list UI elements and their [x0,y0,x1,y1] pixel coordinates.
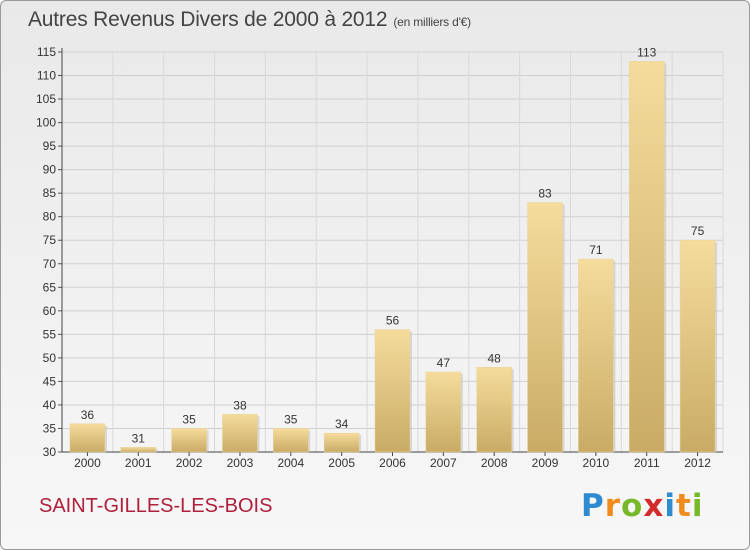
x-tick-label: 2006 [379,456,406,470]
bar [476,367,512,453]
bar-value-label: 75 [691,224,705,238]
bar [273,428,309,453]
proxiti-logo: Proxiti [581,488,703,524]
bar-value-label: 47 [437,356,451,370]
bar-value-label: 71 [589,243,603,257]
x-tick-label: 2011 [634,456,660,470]
bar [171,428,207,453]
logo-letter: t [675,488,692,524]
y-tick-label: 90 [43,163,57,177]
y-tick-label: 100 [36,116,56,130]
x-tick-label: 2005 [328,456,355,470]
bars-layer [69,61,718,453]
x-tick-label: 2004 [277,456,304,470]
y-tick-label: 95 [43,139,57,153]
bar [120,447,157,453]
y-tick-label: 45 [43,374,57,388]
bar-value-label: 35 [182,412,196,426]
y-tick-label: 70 [43,257,57,271]
bar [628,61,665,453]
labels-layer: 30 35 40 45 50 55 60 65 70 75 80 85 90 95 100 105 110 115… [36,45,711,470]
x-tick-label: 2010 [583,456,610,470]
bar-value-label: 113 [637,45,656,59]
y-tick-label: 75 [43,233,57,247]
x-tick-label: 2003 [227,456,254,470]
bar [69,423,106,453]
chart-title-text: Autres Revenus Divers de 2000 à 2012 [28,8,388,31]
x-tick-label: 2008 [481,456,508,470]
bar [578,258,614,453]
y-tick-label: 110 [37,69,56,83]
y-tick-label: 35 [43,421,57,435]
y-tick-label: 40 [43,398,57,412]
x-tick-label: 2001 [125,456,152,470]
logo-letter: x [643,488,665,524]
x-tick-label: 2000 [74,456,101,470]
bar [222,414,258,453]
y-tick-label: 65 [43,280,57,294]
x-tick-label: 2009 [532,456,559,470]
y-tick-label: 60 [43,304,57,318]
chart-title: Autres Revenus Divers de 2000 à 2012 (en … [28,8,471,32]
logo-letter: i [664,488,676,524]
bar [323,432,360,453]
chart-title-unit: (en milliers d'€) [393,15,471,29]
logo-letter: i [691,488,704,524]
bar-value-label: 83 [538,187,552,201]
y-tick-label: 85 [43,186,57,200]
logo-letter: o [621,488,644,524]
bar-value-label: 34 [335,417,349,431]
y-tick-label: 55 [43,327,57,341]
bar [425,371,462,453]
y-tick-label: 30 [43,445,57,459]
x-tick-label: 2007 [430,456,457,470]
logo-letter: P [581,488,605,524]
x-tick-label: 2012 [684,456,711,470]
place-name: SAINT-GILLES-LES-BOIS [39,495,273,517]
y-tick-label: 105 [36,92,56,106]
y-tick-label: 115 [37,45,56,59]
bar-value-label: 35 [284,412,298,426]
bar-value-label: 36 [81,408,95,422]
bar [374,329,411,453]
y-tick-label: 50 [43,351,57,365]
bar [679,239,716,453]
bar-value-label: 48 [488,351,502,365]
x-tick-label: 2002 [176,456,203,470]
y-tick-label: 80 [43,210,57,224]
logo-letter: r [604,488,622,524]
bar-value-label: 56 [386,314,400,328]
bar [527,202,563,453]
bar-value-label: 31 [132,431,146,445]
bar-value-label: 38 [233,398,247,412]
